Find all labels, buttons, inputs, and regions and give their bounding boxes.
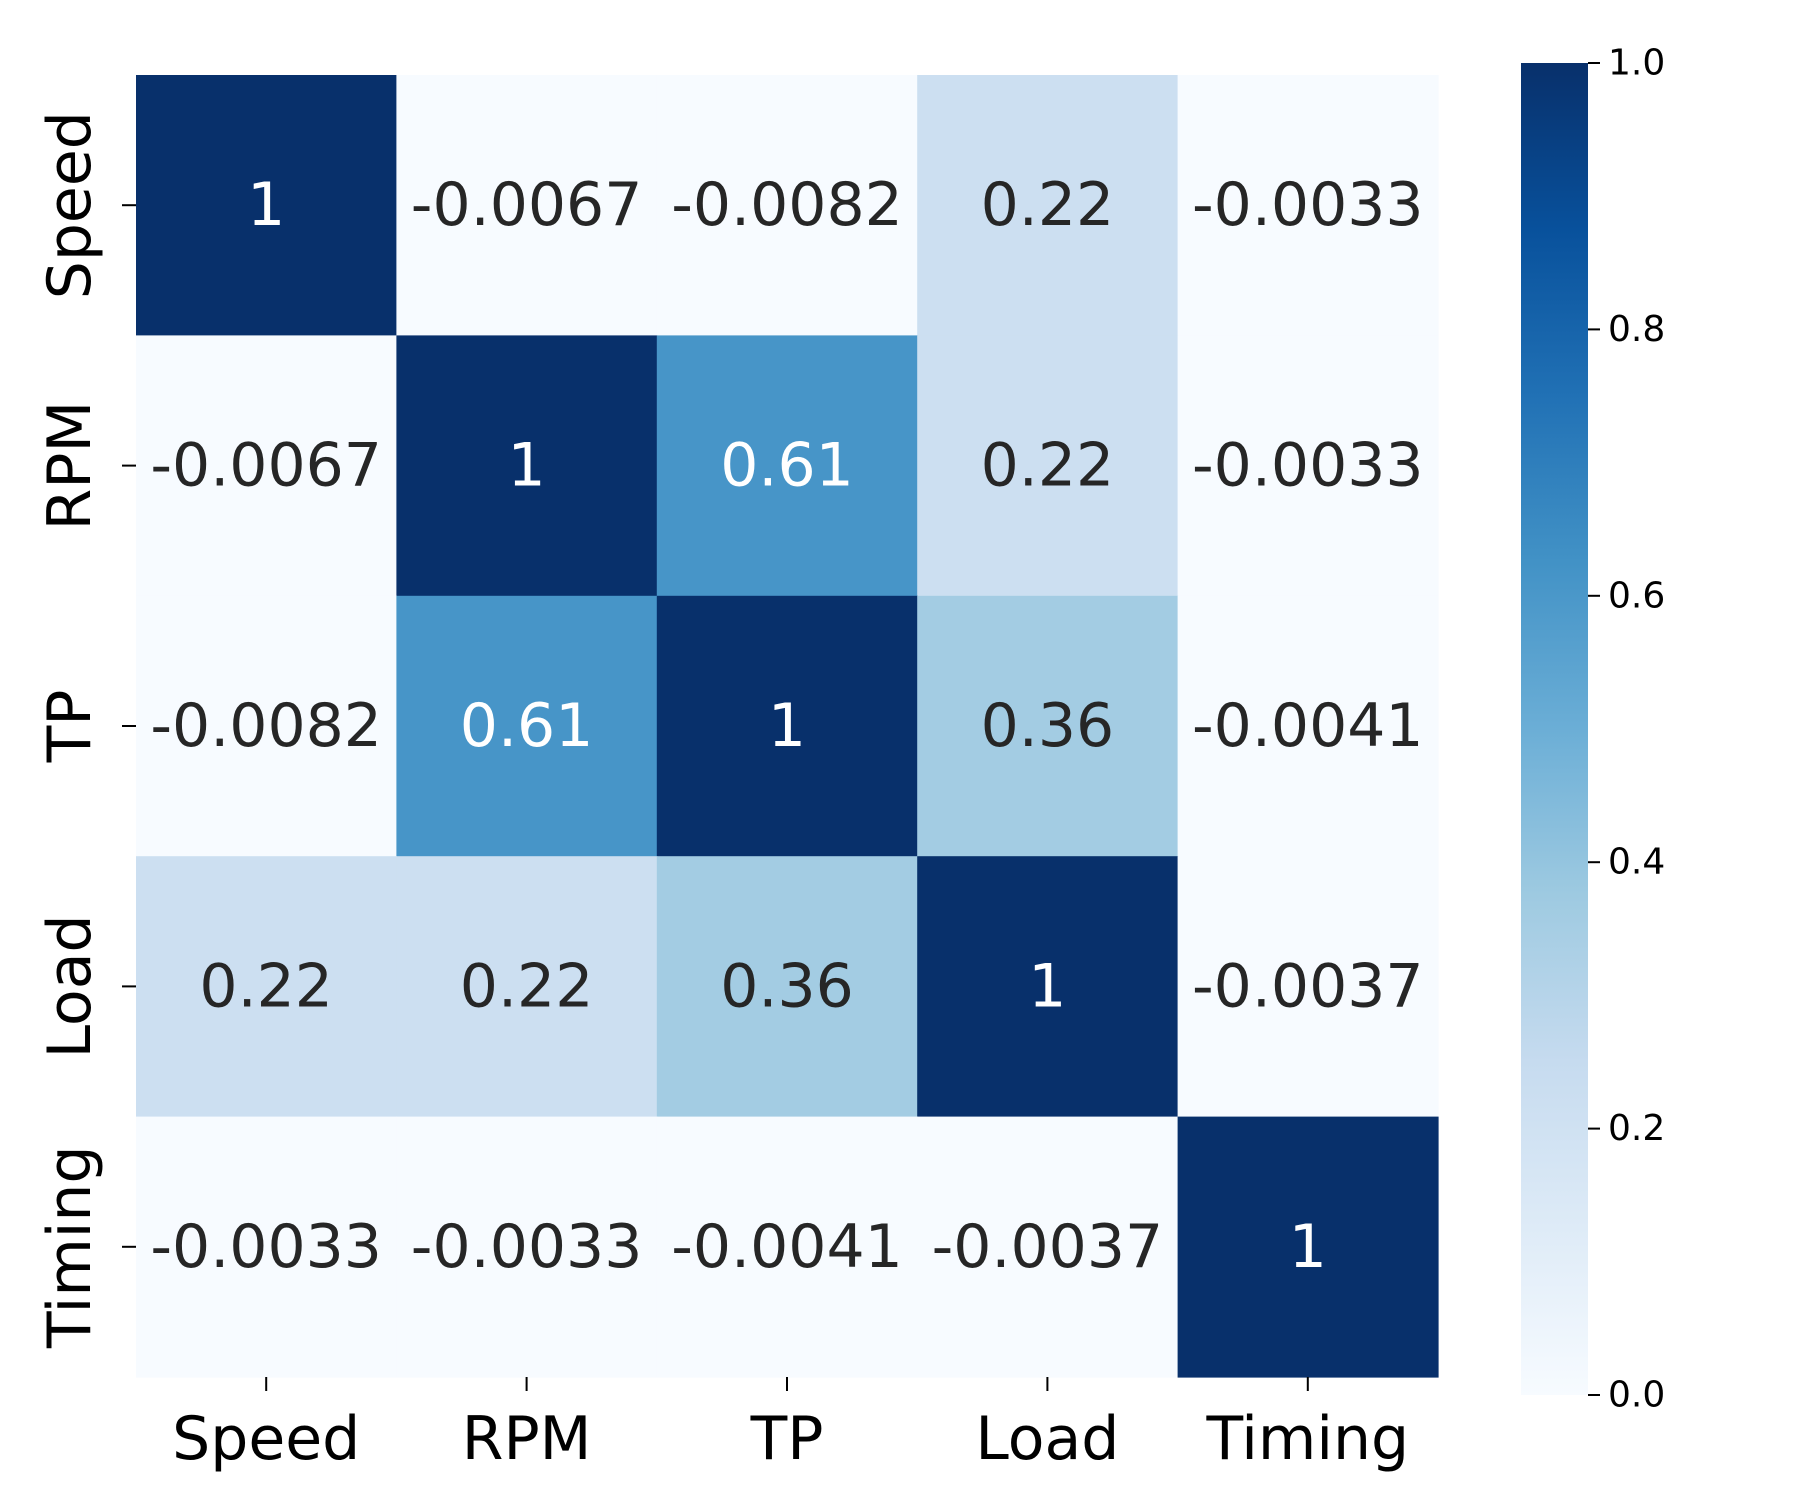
cell-label-timing-timing: 1 <box>1289 1212 1327 1282</box>
heatmap-cell-tp-speed <box>136 595 397 857</box>
cell-label-rpm-load: 0.22 <box>981 431 1115 501</box>
colorbar-tick-label-1: 0.2 <box>1608 1108 1665 1149</box>
cell-label-rpm-timing: -0.0033 <box>1192 431 1424 501</box>
cell-label-timing-tp: -0.0041 <box>671 1212 903 1282</box>
heatmap-cell-speed-tp <box>656 75 918 336</box>
heatmap-cell-tp-tp <box>656 595 918 857</box>
cell-label-tp-tp: 1 <box>768 691 806 761</box>
heatmap-cell-timing-load <box>917 1116 1179 1378</box>
heatmap-cell-speed-timing <box>1177 75 1439 336</box>
heatmap-cell-speed-rpm <box>396 75 658 336</box>
y-tick-label-timing: Timing <box>35 1145 105 1349</box>
colorbar-tick-label-4: 0.8 <box>1608 309 1665 350</box>
cell-label-tp-load: 0.36 <box>981 691 1115 761</box>
heatmap-cell-load-timing <box>1177 856 1439 1118</box>
cell-label-timing-speed: -0.0033 <box>150 1212 382 1282</box>
heatmap-cell-timing-rpm <box>396 1116 658 1378</box>
colorbar-tick-label-3: 0.6 <box>1608 575 1665 616</box>
colorbar-gradient <box>1521 63 1588 1395</box>
heatmap-cell-tp-timing <box>1177 595 1439 857</box>
cell-label-load-load: 1 <box>1028 951 1066 1021</box>
heatmap-cell-timing-speed <box>136 1116 397 1378</box>
cell-label-load-tp: 0.36 <box>720 951 854 1021</box>
y-axis: Speed RPM TP Load Timing <box>35 111 136 1349</box>
cell-label-speed-load: 0.22 <box>981 170 1115 240</box>
x-tick-label-timing: Timing <box>1205 1404 1409 1474</box>
heatmap-cell-load-rpm <box>396 856 658 1118</box>
heatmap-cell-labels: 1 -0.0067 -0.0082 0.22 -0.0033 -0.0067 1 0.61 0.… <box>150 170 1423 1282</box>
colorbar: 0.0 0.2 0.4 0.6 0.8 1.0 <box>1521 43 1665 1416</box>
x-tick-label-rpm: RPM <box>462 1404 592 1474</box>
cell-label-rpm-speed: -0.0067 <box>150 431 382 501</box>
heatmap-cell-rpm-load <box>917 335 1179 597</box>
x-tick-label-speed: Speed <box>172 1404 360 1474</box>
heatmap-cells <box>136 75 1439 1378</box>
cell-label-speed-tp: -0.0082 <box>671 170 903 240</box>
cell-label-tp-rpm: 0.61 <box>460 691 594 761</box>
x-tick-label-load: Load <box>975 1404 1119 1474</box>
cell-label-load-timing: -0.0037 <box>1192 951 1424 1021</box>
cell-label-load-speed: 0.22 <box>199 951 333 1021</box>
heatmap-cell-timing-timing <box>1177 1116 1439 1378</box>
cell-label-speed-speed: 1 <box>247 170 285 240</box>
y-tick-label-rpm: RPM <box>35 401 105 531</box>
y-tick-label-speed: Speed <box>35 111 105 299</box>
x-axis: Speed RPM TP Load Timing <box>172 1377 1409 1474</box>
cell-label-timing-rpm: -0.0033 <box>411 1212 643 1282</box>
colorbar-tick-label-5: 1.0 <box>1608 43 1665 84</box>
cell-label-speed-timing: -0.0033 <box>1192 170 1424 240</box>
colorbar-tick-label-2: 0.4 <box>1608 842 1665 883</box>
y-tick-label-tp: TP <box>35 690 105 764</box>
cell-label-speed-rpm: -0.0067 <box>411 170 643 240</box>
heatmap-cell-speed-load <box>917 75 1179 336</box>
heatmap-cell-timing-tp <box>656 1116 918 1378</box>
cell-label-tp-speed: -0.0082 <box>150 691 382 761</box>
heatmap-cell-tp-load <box>917 595 1179 857</box>
heatmap-cell-load-load <box>917 856 1179 1118</box>
cell-label-tp-timing: -0.0041 <box>1192 691 1424 761</box>
cell-label-load-rpm: 0.22 <box>460 951 594 1021</box>
heatmap-cell-tp-rpm <box>396 595 658 857</box>
cell-label-timing-load: -0.0037 <box>932 1212 1164 1282</box>
heatmap-cell-speed-speed <box>136 75 397 336</box>
heatmap-cell-rpm-tp <box>656 335 918 597</box>
x-tick-label-tp: TP <box>750 1404 824 1474</box>
heatmap-cell-load-speed <box>136 856 397 1118</box>
heatmap-cell-load-tp <box>656 856 918 1118</box>
colorbar-tick-label-0: 0.0 <box>1608 1375 1665 1416</box>
cell-label-rpm-tp: 0.61 <box>720 431 854 501</box>
heatmap-cell-rpm-timing <box>1177 335 1439 597</box>
heatmap-cell-rpm-speed <box>136 335 397 597</box>
heatmap-cell-rpm-rpm <box>396 335 658 597</box>
y-tick-label-load: Load <box>35 914 105 1058</box>
cell-label-rpm-rpm: 1 <box>508 431 546 501</box>
